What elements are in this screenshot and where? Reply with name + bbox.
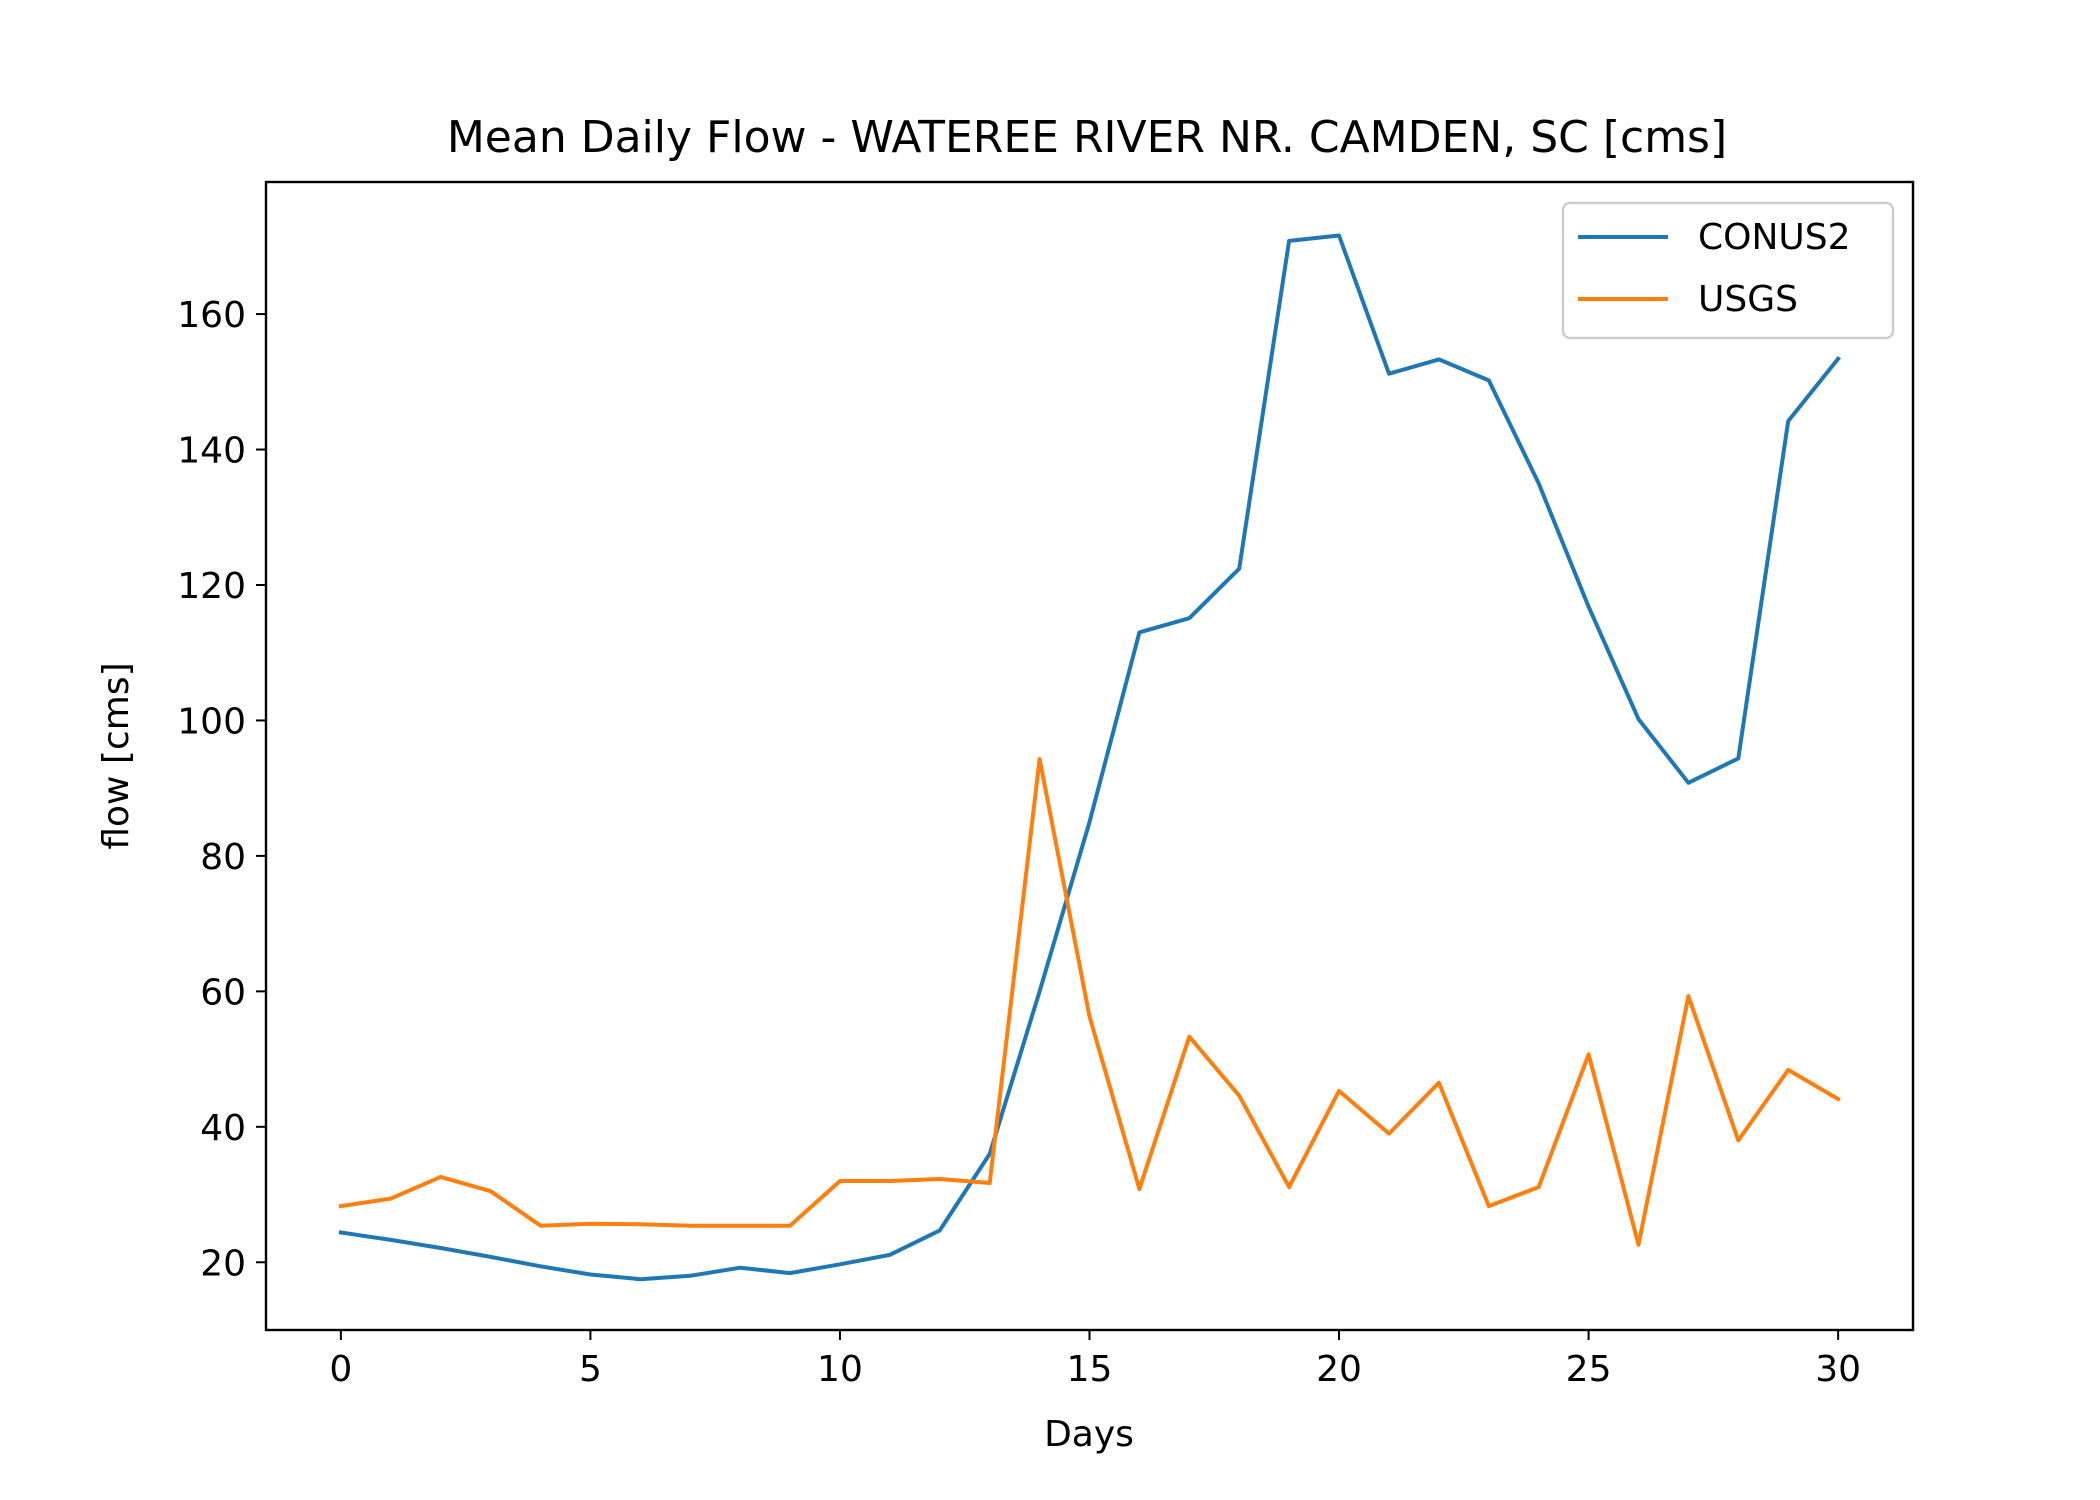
series-layer bbox=[338, 233, 1841, 1282]
x-tick-label: 30 bbox=[1815, 1349, 1861, 1390]
x-tick-label: 5 bbox=[579, 1349, 602, 1390]
y-tick-label: 40 bbox=[200, 1108, 246, 1149]
series-line-conus2 bbox=[338, 233, 1841, 1282]
x-tick-label: 0 bbox=[329, 1349, 352, 1390]
x-axis: 0 5 10 15 20 25 30 bbox=[329, 1330, 1861, 1390]
y-tick-label: 80 bbox=[200, 837, 246, 878]
y-axis: 20 40 60 80 100 120 140 160 bbox=[177, 295, 266, 1284]
y-tick-label: 60 bbox=[200, 972, 246, 1013]
y-tick-label: 160 bbox=[177, 295, 246, 336]
x-tick-label: 15 bbox=[1067, 1349, 1113, 1390]
legend-label-conus2: CONUS2 bbox=[1698, 217, 1851, 258]
x-tick-label: 10 bbox=[817, 1349, 863, 1390]
y-tick-label: 20 bbox=[200, 1243, 246, 1284]
y-axis-label: flow [cms] bbox=[96, 662, 137, 849]
y-tick-label: 100 bbox=[177, 701, 246, 742]
x-tick-label: 25 bbox=[1566, 1349, 1612, 1390]
series-line-usgs bbox=[338, 757, 1841, 1247]
y-tick-label: 140 bbox=[177, 431, 246, 472]
x-tick-label: 20 bbox=[1316, 1349, 1362, 1390]
legend-label-usgs: USGS bbox=[1698, 279, 1798, 320]
chart-title: Mean Daily Flow - WATEREE RIVER NR. CAMD… bbox=[447, 112, 1727, 163]
y-tick-label: 120 bbox=[177, 566, 246, 607]
x-axis-label: Days bbox=[1044, 1414, 1134, 1455]
legend: CONUS2 USGS bbox=[1561, 201, 1895, 340]
